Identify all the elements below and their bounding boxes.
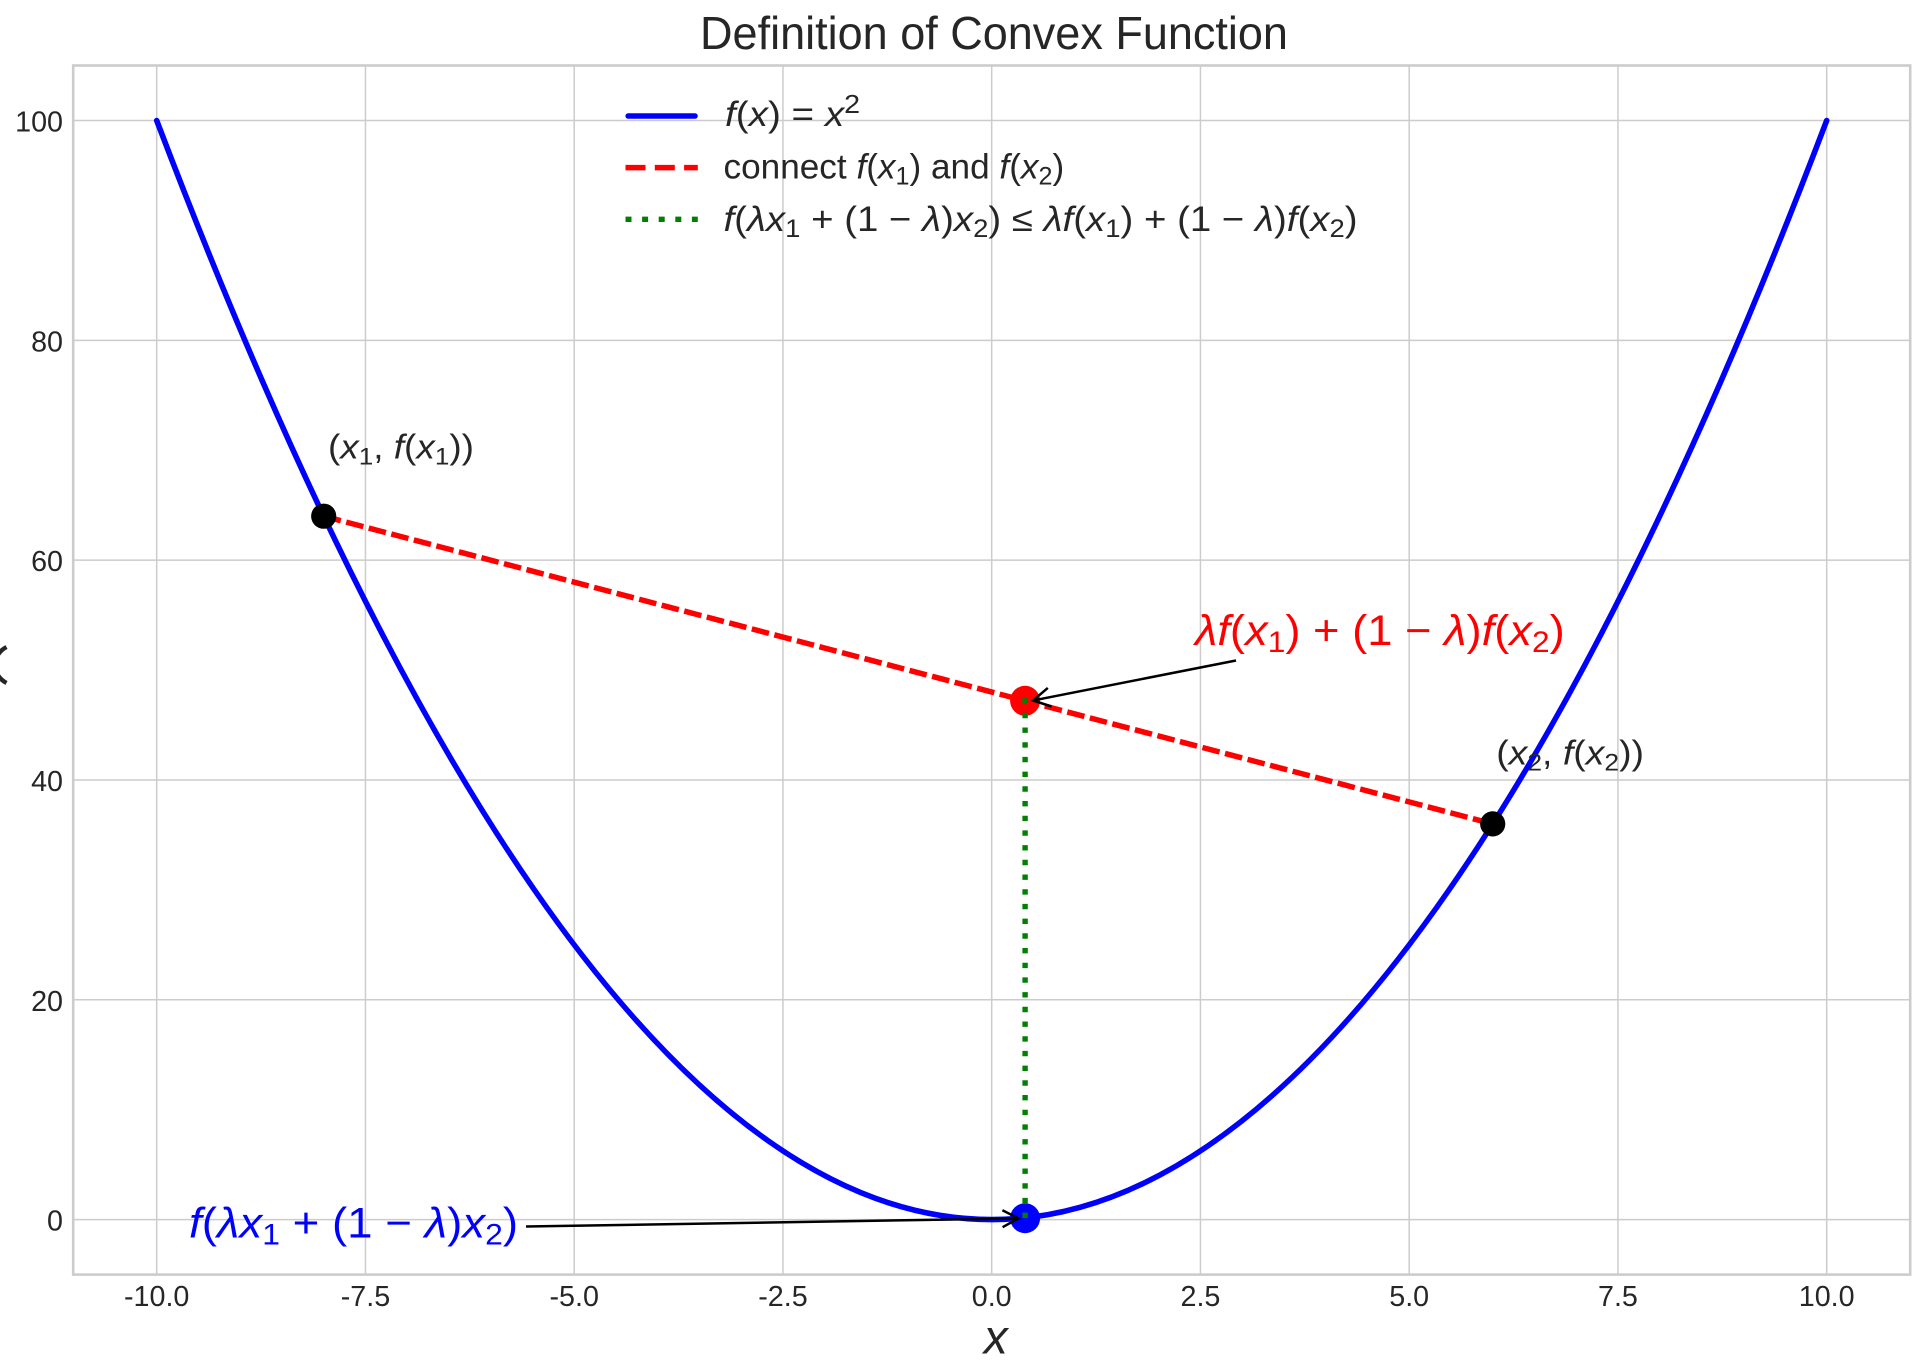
svg-text:20: 20 <box>31 986 63 1018</box>
svg-text:-5.0: -5.0 <box>549 1281 598 1313</box>
svg-text:100: 100 <box>15 107 63 139</box>
svg-text:λf(x1) + (1 − λ)f(x2): λf(x1) + (1 − λ)f(x2) <box>1193 607 1565 659</box>
svg-text:60: 60 <box>31 546 63 578</box>
svg-text:f(x) = x2: f(x) = x2 <box>725 89 860 133</box>
svg-text:f(λx1 + (1 − λ)x2): f(λx1 + (1 − λ)x2) <box>189 1200 518 1252</box>
svg-text:-2.5: -2.5 <box>758 1281 807 1313</box>
svg-text:2.5: 2.5 <box>1181 1281 1221 1313</box>
svg-text:0.0: 0.0 <box>972 1281 1012 1313</box>
svg-text:0: 0 <box>47 1206 63 1238</box>
svg-text:40: 40 <box>31 766 63 798</box>
svg-text:connect f(x1) and f(x2): connect f(x1) and f(x2) <box>724 148 1065 191</box>
svg-text:Definition of Convex Function: Definition of Convex Function <box>700 7 1288 59</box>
svg-text:x: x <box>982 1312 1010 1365</box>
svg-text:10.0: 10.0 <box>1799 1281 1855 1313</box>
svg-text:7.5: 7.5 <box>1598 1281 1638 1313</box>
svg-text:f(λx1 + (1 − λ)x2) ≤ λf(x1) +: f(λx1 + (1 − λ)x2) ≤ λf(x1) + (1 − λ)f(x… <box>724 199 1358 242</box>
svg-text:(x2, f(x2)): (x2, f(x2)) <box>1496 734 1644 776</box>
svg-text:80: 80 <box>31 326 63 358</box>
svg-text:5.0: 5.0 <box>1389 1281 1429 1313</box>
svg-text:-10.0: -10.0 <box>124 1281 189 1313</box>
svg-text:(x1, f(x1)): (x1, f(x1)) <box>328 428 474 470</box>
svg-text:-7.5: -7.5 <box>341 1281 390 1313</box>
